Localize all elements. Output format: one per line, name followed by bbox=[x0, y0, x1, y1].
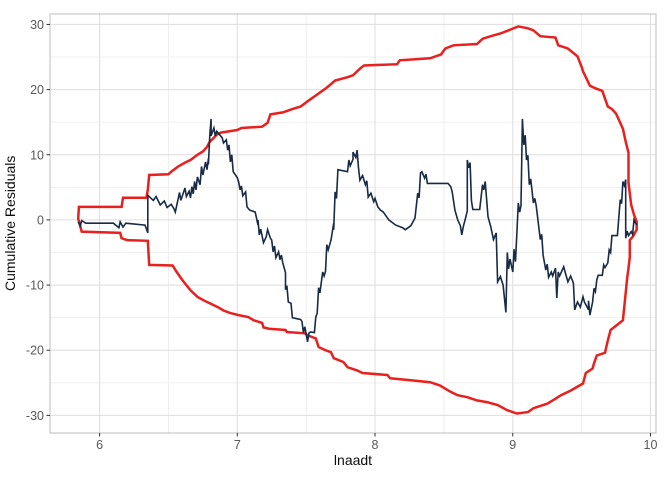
y-tick-label: -10 bbox=[26, 279, 44, 293]
y-tick-label: -20 bbox=[26, 344, 44, 358]
x-tick-label: 10 bbox=[644, 438, 658, 452]
panel-border bbox=[49, 13, 657, 434]
y-tick-label: 10 bbox=[30, 148, 44, 162]
x-tick-label: 9 bbox=[509, 438, 516, 452]
y-tick-label: 0 bbox=[37, 213, 44, 227]
x-tick-label: 7 bbox=[234, 438, 241, 452]
x-axis-title: lnaadt bbox=[333, 452, 373, 468]
y-tick-label: -30 bbox=[26, 409, 44, 423]
y-tick-label: 30 bbox=[30, 18, 44, 32]
y-tick-label: 20 bbox=[30, 83, 44, 97]
y-axis-title: Cumulative Residuals bbox=[2, 155, 18, 292]
x-tick-label: 6 bbox=[96, 438, 103, 452]
x-tick-label: 8 bbox=[372, 438, 379, 452]
plot-panel bbox=[50, 14, 656, 433]
confidence-envelope-curve bbox=[76, 25, 638, 415]
cumulative-residuals-curve bbox=[77, 118, 638, 342]
